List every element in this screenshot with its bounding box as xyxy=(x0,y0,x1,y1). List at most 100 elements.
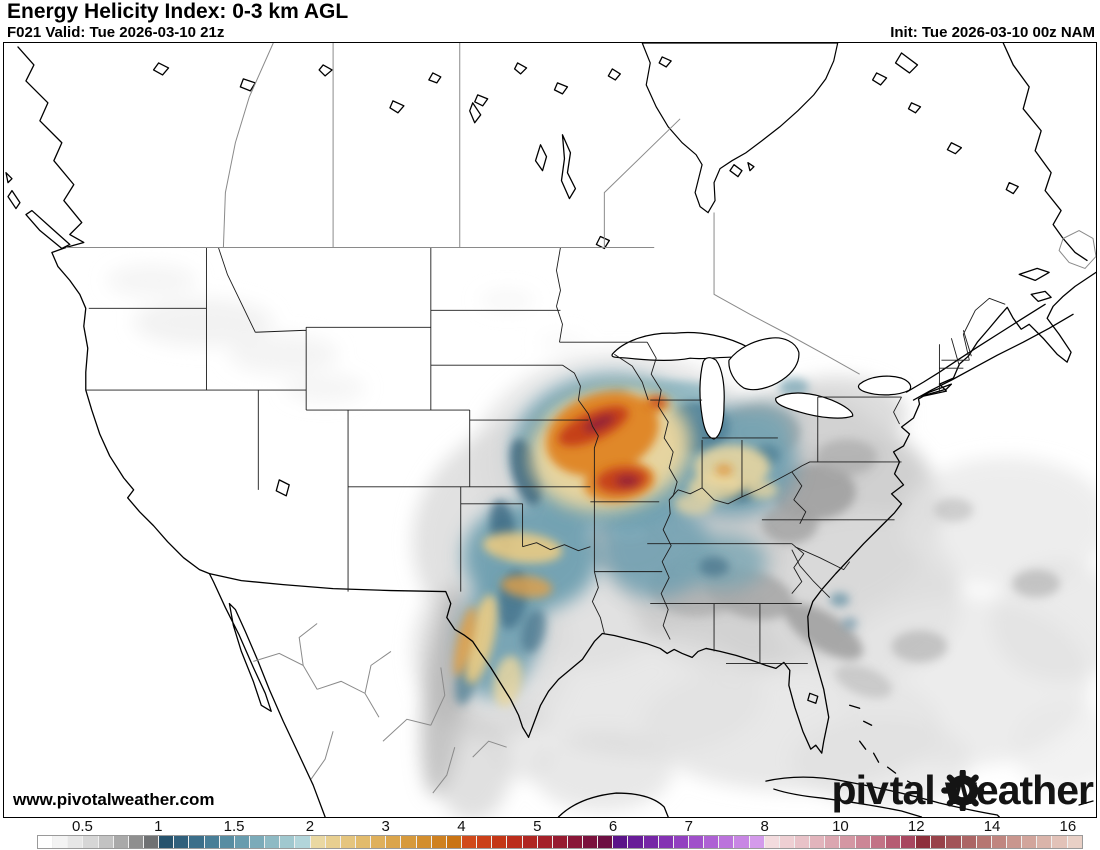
colorbar-cell xyxy=(446,836,462,848)
coastlines xyxy=(5,43,1096,817)
colorbar-cell xyxy=(265,836,281,848)
colorbar-tick-label: 7 xyxy=(684,818,694,835)
colorbar-cell xyxy=(477,836,493,848)
colorbar-tick-label: 0.5 xyxy=(72,818,93,835)
colorbar-cell xyxy=(537,836,553,848)
colorbar-cell xyxy=(416,836,432,848)
colorbar-tick-label: 8 xyxy=(760,818,769,835)
colorbar-tick-label: 16 xyxy=(1059,818,1077,835)
colorbar-cell xyxy=(643,836,659,848)
lake-superior xyxy=(611,331,753,362)
colorbar-cell xyxy=(431,836,447,848)
colorbar-cell xyxy=(159,836,175,848)
colorbar-cell xyxy=(795,836,811,848)
great-lakes xyxy=(611,331,912,440)
colorbar-cell xyxy=(719,836,735,848)
colorbar-cell xyxy=(870,836,886,848)
valid-time-label: F021 Valid: Tue 2026-03-10 21z xyxy=(7,24,225,41)
colorbar-cell xyxy=(916,836,932,848)
colorbar-cell xyxy=(583,836,599,848)
colorbar-cell xyxy=(189,836,205,848)
colorbar-cell xyxy=(522,836,538,848)
colorbar-cell xyxy=(249,836,266,848)
colorbar xyxy=(37,835,1083,849)
hudson-bay xyxy=(641,43,839,214)
colorbar-cell xyxy=(1007,836,1023,848)
canada-mexico-borders xyxy=(65,43,1096,794)
colorbar-cell xyxy=(401,836,417,848)
colorbar-cell xyxy=(219,836,235,848)
colorbar-cell xyxy=(613,836,629,848)
init-time-label: Init: Tue 2026-03-10 00z NAM xyxy=(890,24,1095,41)
colorbar-cell xyxy=(991,836,1007,848)
colorbar-cell xyxy=(552,836,568,848)
colorbar-zone: 0.5 1 1.5 2 3 4 5 6 7 8 10 12 14 16 xyxy=(0,818,1100,850)
colorbar-tick-label: 10 xyxy=(832,818,849,835)
colorbar-cell xyxy=(507,836,523,848)
map-panel: www.pivotalweather.com piv tal weather xyxy=(3,42,1097,818)
watermark-tal-weather: tal weather xyxy=(889,767,1094,813)
colorbar-tick-label: 5 xyxy=(533,818,542,835)
colorbar-cell xyxy=(280,836,296,848)
colorbar-cell xyxy=(673,836,690,848)
colorbar-tick-label: 12 xyxy=(907,818,925,835)
colorbar-tick-label: 6 xyxy=(608,818,618,835)
colorbar-cell xyxy=(704,836,720,848)
lake-ontario xyxy=(857,375,912,396)
colorbar-cell xyxy=(825,836,841,848)
colorbar-cell xyxy=(689,836,705,848)
state-borders xyxy=(85,247,1006,664)
colorbar-cell xyxy=(83,836,99,848)
colorbar-cell xyxy=(946,836,962,848)
colorbar-cell xyxy=(98,836,114,848)
colorbar-cell xyxy=(749,836,765,848)
colorbar-cell xyxy=(461,836,478,848)
colorbar-cell xyxy=(113,836,129,848)
page-title: Energy Helicity Index: 0-3 km AGL xyxy=(7,0,349,23)
colorbar-tick-label: 1.5 xyxy=(223,818,245,835)
colorbar-cell xyxy=(68,836,84,848)
watermark-piv: piv xyxy=(831,767,889,813)
colorbar-cell xyxy=(204,836,220,848)
colorbar-cell xyxy=(355,836,372,848)
colorbar-cell xyxy=(371,836,387,848)
colorbar-tick-label: 3 xyxy=(381,818,390,835)
ehi-shading-red xyxy=(558,397,666,494)
colorbar-cell xyxy=(143,836,160,848)
colorbar-cell xyxy=(38,836,54,848)
colorbar-cell xyxy=(1067,836,1082,848)
colorbar-cell xyxy=(628,836,644,848)
colorbar-cell xyxy=(810,836,826,848)
colorbar-cell xyxy=(885,836,902,848)
lake-erie xyxy=(775,392,854,419)
colorbar-cell xyxy=(492,836,508,848)
colorbar-cell xyxy=(901,836,917,848)
colorbar-cell xyxy=(567,836,584,848)
colorbar-cell xyxy=(658,836,674,848)
header-subrow: F021 Valid: Tue 2026-03-10 21z Init: Tue… xyxy=(7,24,1095,41)
colorbar-cell xyxy=(325,836,341,848)
colorbar-cell xyxy=(310,836,326,848)
colorbar-cell xyxy=(1052,836,1068,848)
colorbar-cell xyxy=(931,836,947,848)
colorbar-cell xyxy=(53,836,69,848)
watermark: piv tal weather xyxy=(831,767,1094,813)
colorbar-cell xyxy=(598,836,614,848)
colorbar-tick-label: 4 xyxy=(457,818,466,835)
colorbar-cell xyxy=(340,836,356,848)
colorbar-cell xyxy=(976,836,992,848)
colorbar-cell xyxy=(128,836,144,848)
colorbar-cell xyxy=(1037,836,1053,848)
colorbar-cell xyxy=(174,836,190,848)
website-url: www.pivotalweather.com xyxy=(13,790,215,809)
colorbar-cell xyxy=(234,836,250,848)
lake-huron xyxy=(728,337,800,391)
colorbar-cell xyxy=(386,836,402,848)
colorbar-cell xyxy=(961,836,977,848)
colorbar-cell xyxy=(295,836,311,848)
lake-michigan xyxy=(699,357,725,440)
colorbar-cell xyxy=(1022,836,1038,848)
colorbar-tick-label: 2 xyxy=(305,818,315,835)
colorbar-cell xyxy=(779,836,796,848)
